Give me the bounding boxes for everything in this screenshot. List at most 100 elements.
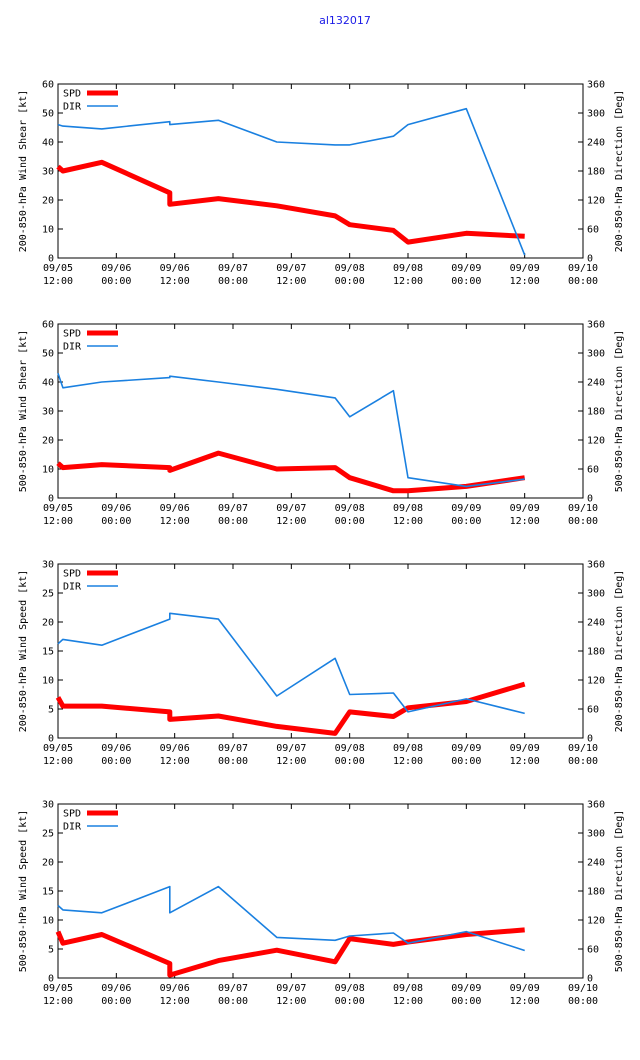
x-tick-time: 12:00 bbox=[276, 996, 306, 1007]
x-tick-time: 12:00 bbox=[510, 276, 540, 287]
x-tick-time: 00:00 bbox=[335, 756, 365, 767]
plot-frame bbox=[57, 563, 584, 739]
right-tick-label: 120 bbox=[587, 436, 605, 447]
left-tick-label: 10 bbox=[42, 465, 54, 476]
right-tick-label: 360 bbox=[587, 320, 605, 331]
right-tick-label: 360 bbox=[587, 560, 605, 571]
left-tick-label: 40 bbox=[42, 138, 54, 149]
x-tick-date: 09/09 bbox=[510, 503, 540, 514]
right-tick-label: 360 bbox=[587, 80, 605, 91]
x-tick-date: 09/09 bbox=[451, 983, 481, 994]
x-tick-time: 00:00 bbox=[451, 276, 481, 287]
right-tick-label: 60 bbox=[587, 705, 599, 716]
x-tick-date: 09/10 bbox=[568, 503, 598, 514]
x-tick-date: 09/08 bbox=[335, 983, 365, 994]
x-tick-date: 09/09 bbox=[451, 503, 481, 514]
x-tick-date: 09/05 bbox=[43, 503, 73, 514]
left-tick-label: 40 bbox=[42, 378, 54, 389]
right-tick-label: 240 bbox=[587, 618, 605, 629]
right-tick-label: 180 bbox=[587, 167, 605, 178]
x-tick-date: 09/06 bbox=[160, 263, 190, 274]
x-tick-date: 09/07 bbox=[218, 743, 248, 754]
x-tick-date: 09/10 bbox=[568, 263, 598, 274]
x-tick-date: 09/09 bbox=[451, 263, 481, 274]
x-tick-date: 09/10 bbox=[568, 983, 598, 994]
x-tick-time: 12:00 bbox=[393, 996, 423, 1007]
x-tick-time: 00:00 bbox=[101, 276, 131, 287]
x-tick-date: 09/07 bbox=[218, 503, 248, 514]
left-tick-label: 30 bbox=[42, 167, 54, 178]
right-tick-label: 300 bbox=[587, 589, 605, 600]
right-tick-label: 60 bbox=[587, 945, 599, 956]
left-tick-label: 30 bbox=[42, 800, 54, 811]
left-tick-label: 20 bbox=[42, 858, 54, 869]
x-tick-time: 00:00 bbox=[218, 756, 248, 767]
x-tick-time: 12:00 bbox=[43, 756, 73, 767]
x-tick-date: 09/08 bbox=[393, 983, 423, 994]
x-tick-time: 12:00 bbox=[43, 276, 73, 287]
x-tick-time: 00:00 bbox=[335, 996, 365, 1007]
x-tick-date: 09/07 bbox=[276, 263, 306, 274]
x-tick-date: 09/08 bbox=[335, 503, 365, 514]
x-tick-date: 09/06 bbox=[101, 743, 131, 754]
legend-label-dir: DIR bbox=[63, 342, 82, 353]
left-tick-label: 30 bbox=[42, 560, 54, 571]
right-tick-label: 180 bbox=[587, 407, 605, 418]
legend-label-spd: SPD bbox=[63, 809, 81, 820]
x-tick-time: 00:00 bbox=[101, 516, 131, 527]
right-tick-label: 240 bbox=[587, 378, 605, 389]
x-tick-date: 09/06 bbox=[160, 983, 190, 994]
x-tick-time: 12:00 bbox=[393, 276, 423, 287]
x-tick-time: 12:00 bbox=[276, 756, 306, 767]
spd-series-line bbox=[56, 159, 525, 245]
y-axis-label-right: 500-850-hPa Direction [Deg] bbox=[614, 330, 625, 493]
legend-label-spd: SPD bbox=[63, 569, 81, 580]
x-tick-date: 09/06 bbox=[101, 983, 131, 994]
right-tick-label: 180 bbox=[587, 887, 605, 898]
right-tick-label: 60 bbox=[587, 225, 599, 236]
x-tick-date: 09/07 bbox=[218, 263, 248, 274]
left-tick-label: 25 bbox=[42, 589, 54, 600]
x-tick-date: 09/05 bbox=[43, 743, 73, 754]
right-tick-label: 0 bbox=[587, 494, 593, 505]
x-tick-time: 00:00 bbox=[568, 516, 598, 527]
x-tick-date: 09/07 bbox=[276, 983, 306, 994]
spd-series-line bbox=[56, 450, 526, 494]
left-tick-label: 0 bbox=[48, 254, 54, 265]
y-axis-label-right: 500-850-hPa Direction [Deg] bbox=[614, 810, 625, 973]
panel-1: 0 10 20 30 40 50 60 0 60 120 180 240 300 360 09/05 12:0… bbox=[18, 80, 625, 288]
y-axis-label-left: 200-850-hPa Wind Shear [kt] bbox=[18, 90, 29, 253]
x-tick-time: 12:00 bbox=[510, 516, 540, 527]
left-tick-label: 10 bbox=[42, 225, 54, 236]
spd-series-line bbox=[55, 681, 526, 736]
dir-series-line bbox=[57, 373, 525, 488]
x-tick-date: 09/06 bbox=[160, 503, 190, 514]
x-tick-time: 12:00 bbox=[43, 516, 73, 527]
right-tick-label: 0 bbox=[587, 254, 593, 265]
right-tick-label: 240 bbox=[587, 138, 605, 149]
x-tick-date: 09/08 bbox=[393, 743, 423, 754]
y-axis-label-right: 200-850-hPa Direction [Deg] bbox=[614, 570, 625, 733]
x-tick-date: 09/06 bbox=[101, 263, 131, 274]
x-tick-time: 00:00 bbox=[101, 756, 131, 767]
y-axis-label-right: 200-850-hPa Direction [Deg] bbox=[614, 90, 625, 253]
left-tick-label: 50 bbox=[42, 109, 54, 120]
right-tick-label: 300 bbox=[587, 109, 605, 120]
panel-4: 05101520253006012018024030036009/0512:00… bbox=[18, 800, 625, 1008]
x-tick-time: 00:00 bbox=[218, 516, 248, 527]
x-tick-time: 12:00 bbox=[160, 756, 190, 767]
x-tick-date: 09/05 bbox=[43, 983, 73, 994]
x-tick-time: 00:00 bbox=[335, 276, 365, 287]
dir-series-line bbox=[57, 612, 525, 715]
legend-label-dir: DIR bbox=[63, 102, 82, 113]
right-tick-label: 120 bbox=[587, 916, 605, 927]
plot-frame bbox=[57, 323, 584, 499]
left-tick-label: 20 bbox=[42, 618, 54, 629]
legend-label-spd: SPD bbox=[63, 329, 81, 340]
x-tick-date: 09/10 bbox=[568, 743, 598, 754]
x-tick-time: 12:00 bbox=[276, 516, 306, 527]
left-tick-label: 20 bbox=[42, 436, 54, 447]
x-tick-date: 09/09 bbox=[451, 743, 481, 754]
x-tick-date: 09/08 bbox=[335, 743, 365, 754]
